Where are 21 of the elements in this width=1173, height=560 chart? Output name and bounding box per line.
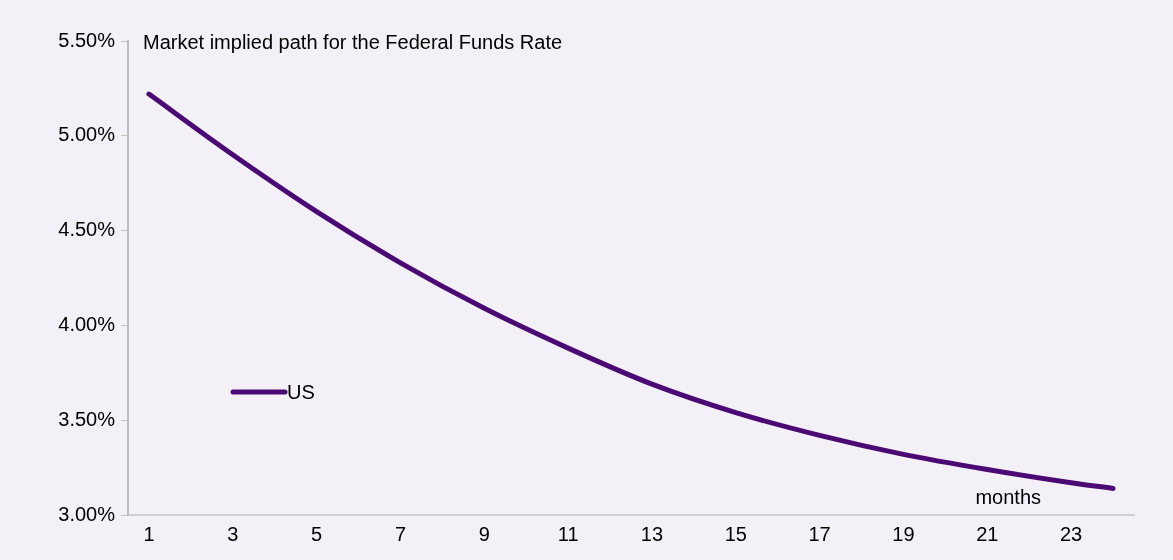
x-tick-label: 7: [394, 522, 407, 545]
y-tick-label: 3.00%: [58, 502, 116, 525]
x-tick-label: 3: [227, 522, 239, 545]
x-axis-title: months: [975, 485, 1042, 508]
x-tick-label: 19: [892, 522, 915, 545]
y-tick-label: 5.50%: [58, 28, 116, 51]
y-tick-label: 5.00%: [58, 123, 116, 146]
x-tick-label: 15: [724, 522, 747, 545]
y-tick-label: 4.00%: [58, 312, 116, 335]
x-tick-label: 11: [557, 522, 579, 545]
x-tick-label: 9: [478, 522, 490, 545]
x-tick-label: 5: [311, 522, 323, 545]
chart-title: Market implied path for the Federal Funds Rate: [143, 30, 563, 53]
y-tick-label: 3.50%: [58, 407, 116, 430]
legend-label: US: [287, 380, 315, 403]
x-tick-label: 17: [808, 522, 831, 545]
x-tick-label: 23: [1060, 522, 1083, 545]
x-tick-label: 1: [143, 522, 155, 545]
x-tick-label: 13: [640, 522, 664, 545]
y-tick-label: 4.50%: [58, 218, 116, 241]
x-tick-label: 21: [976, 522, 999, 545]
